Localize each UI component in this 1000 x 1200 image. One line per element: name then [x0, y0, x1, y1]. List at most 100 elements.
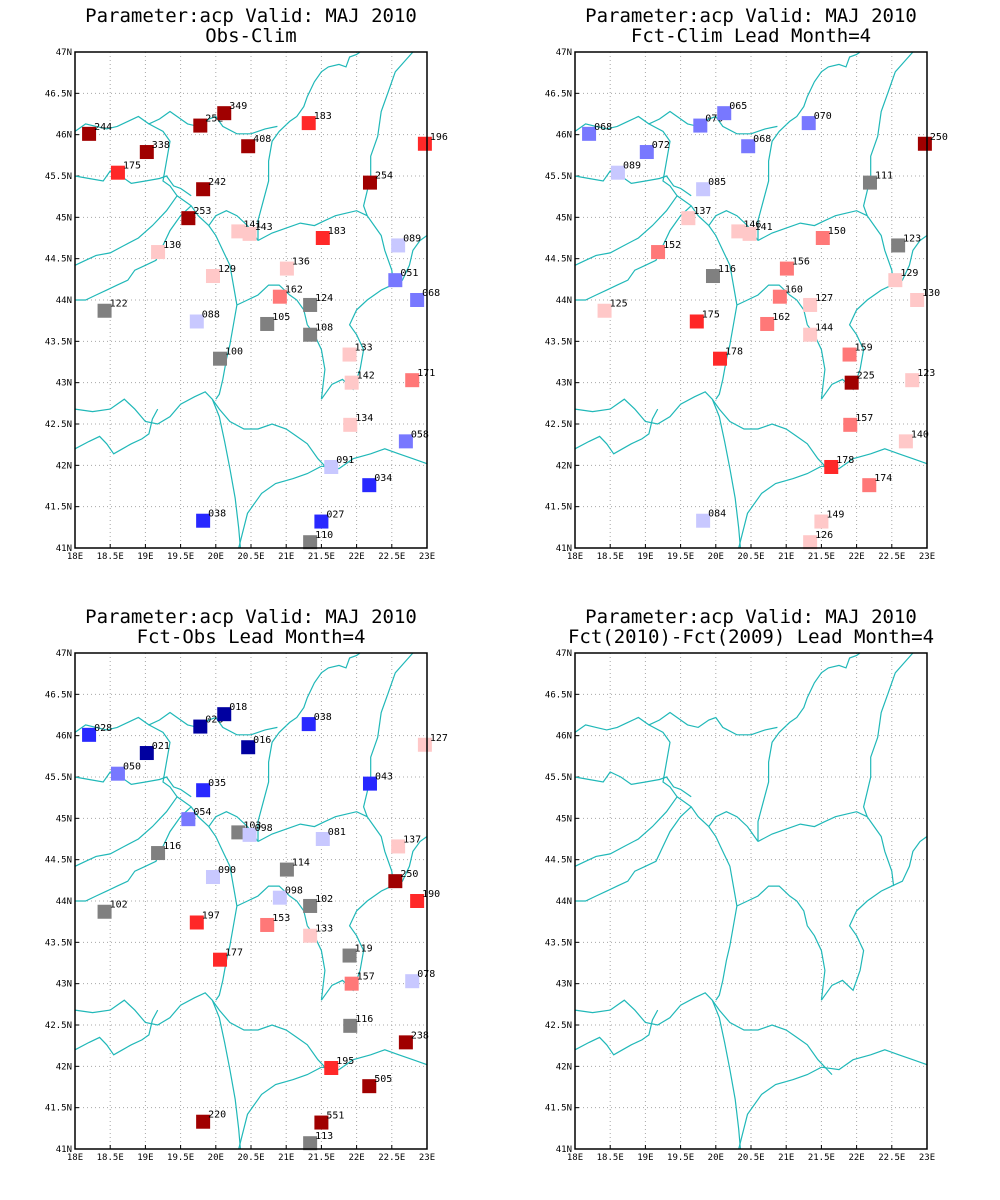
station-value: 174	[874, 473, 892, 484]
station-value: 141	[755, 222, 773, 233]
station-value: 130	[163, 240, 181, 251]
station-value: 149	[826, 510, 844, 521]
station-marker	[196, 1114, 211, 1129]
lon-tick-label: 18E	[67, 552, 83, 562]
lon-tick-label: 20.5E	[737, 1153, 764, 1163]
station-marker	[388, 273, 403, 288]
lon-tick-label: 19.5E	[667, 552, 694, 562]
station-marker	[405, 974, 420, 989]
station-value: 183	[314, 111, 332, 122]
lat-tick-label: 44.5N	[45, 255, 72, 265]
country-border	[757, 652, 861, 842]
station-value: 150	[828, 226, 846, 237]
lon-tick-label: 20E	[708, 1153, 724, 1163]
station-marker	[410, 894, 425, 908]
map-frame	[574, 51, 928, 549]
country-border	[74, 408, 159, 455]
station-marker	[315, 832, 330, 846]
lat-tick-label: 44.5N	[545, 856, 572, 866]
station-value: 146	[743, 219, 761, 230]
station-value: 027	[326, 510, 344, 521]
station-marker	[862, 175, 877, 190]
station-marker	[151, 846, 166, 861]
station-marker	[713, 351, 728, 366]
station-marker	[272, 890, 287, 905]
country-border	[211, 398, 333, 475]
lon-tick-label: 22E	[348, 1153, 364, 1163]
station-marker	[814, 514, 829, 529]
lat-tick-label: 44N	[56, 897, 72, 907]
station-value: 105	[272, 312, 290, 323]
station-value: 072	[652, 140, 670, 151]
lon-tick-label: 21E	[278, 1153, 294, 1163]
station-value: 028	[205, 715, 223, 726]
station-marker	[717, 106, 732, 121]
station-value: 070	[814, 111, 832, 122]
country-border	[257, 51, 361, 241]
lon-tick-label: 22.5E	[878, 1153, 905, 1163]
lat-tick-label: 46.5N	[545, 89, 572, 99]
lat-tick-label: 44.5N	[545, 255, 572, 265]
lon-tick-label: 21.5E	[308, 1153, 335, 1163]
station-marker	[693, 118, 708, 133]
country-border	[757, 811, 868, 843]
station-marker	[260, 316, 275, 331]
station-value: 018	[229, 702, 247, 713]
station-value: 081	[328, 827, 346, 838]
station-marker	[803, 535, 818, 550]
lat-tick-label: 42N	[556, 461, 572, 471]
lon-tick-label: 23E	[919, 552, 935, 562]
lon-tick-label: 22E	[348, 552, 364, 562]
station-value: 089	[623, 161, 641, 172]
station-marker	[342, 347, 357, 362]
station-value: 068	[594, 122, 612, 133]
station-marker	[324, 1060, 339, 1075]
station-marker	[696, 513, 711, 528]
country-border	[208, 826, 238, 1001]
lon-tick-label: 20E	[208, 1153, 224, 1163]
station-marker	[82, 727, 97, 742]
lat-tick-label: 46N	[556, 131, 572, 141]
lat-tick-label: 45.5N	[45, 172, 72, 182]
station-value: 133	[355, 343, 373, 354]
station-value: 038	[314, 712, 332, 723]
lon-tick-label: 19E	[637, 552, 653, 562]
station-value: 157	[855, 413, 873, 424]
station-marker	[391, 238, 406, 253]
station-marker	[610, 165, 625, 180]
country-border	[736, 885, 826, 1001]
station-value: 123	[917, 368, 935, 379]
station-marker	[917, 136, 932, 151]
station-marker	[213, 351, 228, 366]
country-border	[208, 225, 238, 400]
country-border	[257, 210, 368, 242]
station-value: 126	[815, 530, 833, 541]
lat-tick-label: 44.5N	[45, 856, 72, 866]
country-border	[74, 195, 178, 266]
station-marker	[597, 303, 612, 318]
station-marker	[760, 316, 775, 331]
station-value: 220	[208, 1110, 226, 1121]
station-marker	[205, 269, 220, 284]
lat-tick-label: 47N	[556, 48, 572, 58]
station-value: 129	[900, 268, 918, 279]
station-value: 140	[911, 429, 929, 440]
lat-tick-label: 42.5N	[545, 420, 572, 430]
lat-tick-label: 42N	[56, 461, 72, 471]
country-border	[648, 724, 759, 842]
country-border	[574, 110, 778, 135]
station-marker	[343, 417, 358, 432]
lat-tick-label: 43N	[556, 980, 572, 990]
lon-tick-label: 21E	[778, 1153, 794, 1163]
station-marker	[891, 238, 906, 253]
station-value: 051	[400, 268, 418, 279]
station-value: 110	[315, 530, 333, 541]
station-marker	[417, 737, 432, 752]
lat-tick-label: 42.5N	[45, 420, 72, 430]
station-value: 551	[326, 1111, 344, 1122]
station-marker	[314, 1115, 329, 1130]
station-value: 349	[229, 101, 247, 112]
station-value: 162	[772, 312, 790, 323]
station-marker	[315, 231, 330, 245]
lon-tick-label: 21.5E	[308, 552, 335, 562]
